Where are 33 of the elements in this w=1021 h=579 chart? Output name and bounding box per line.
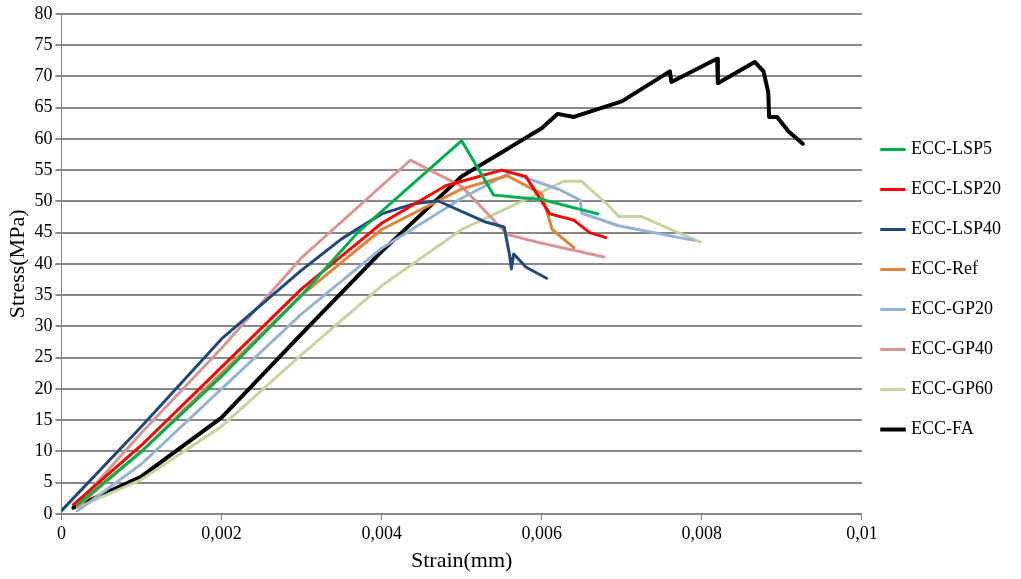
y-tick-label: 70: [34, 65, 53, 86]
legend-label: ECC-LSP5: [910, 138, 993, 159]
y-tick-label: 35: [34, 283, 53, 304]
y-tick-label: 5: [43, 471, 53, 492]
y-tick-label: 15: [34, 408, 53, 429]
y-tick-label: 40: [34, 252, 53, 273]
x-axis-title: Strain(mm): [410, 546, 513, 572]
legend-label: ECC-GP60: [910, 378, 993, 399]
legend-label: ECC-Ref: [910, 258, 978, 279]
y-tick-label: 30: [34, 315, 53, 336]
x-tick-label: 0,008: [681, 522, 723, 543]
y-tick-label: 80: [34, 2, 53, 23]
y-tick-label: 65: [34, 96, 53, 117]
y-axis-title: Stress(MPa): [3, 209, 29, 319]
x-tick-label: 0,002: [201, 522, 242, 543]
y-tick-label: 25: [34, 346, 53, 367]
x-tick-label: 0,01: [846, 522, 878, 543]
legend-label: ECC-FA: [910, 418, 974, 439]
y-tick-label: 55: [34, 158, 53, 179]
y-tick-label: 20: [34, 377, 53, 398]
x-tick-label: 0: [56, 522, 66, 543]
y-tick-label: 45: [34, 221, 53, 242]
legend-label: ECC-GP40: [910, 338, 993, 359]
y-tick-label: 10: [34, 440, 53, 461]
x-tick-label: 0,004: [361, 522, 402, 543]
legend-label: ECC-LSP20: [910, 178, 1002, 199]
legend-label: ECC-GP20: [910, 298, 993, 319]
y-tick-label: 50: [34, 190, 53, 211]
y-tick-label: 75: [34, 33, 53, 54]
y-tick-label: 0: [43, 502, 53, 523]
y-tick-label: 60: [34, 127, 53, 148]
x-tick-label: 0,006: [521, 522, 562, 543]
legend-label: ECC-LSP40: [910, 218, 1002, 239]
